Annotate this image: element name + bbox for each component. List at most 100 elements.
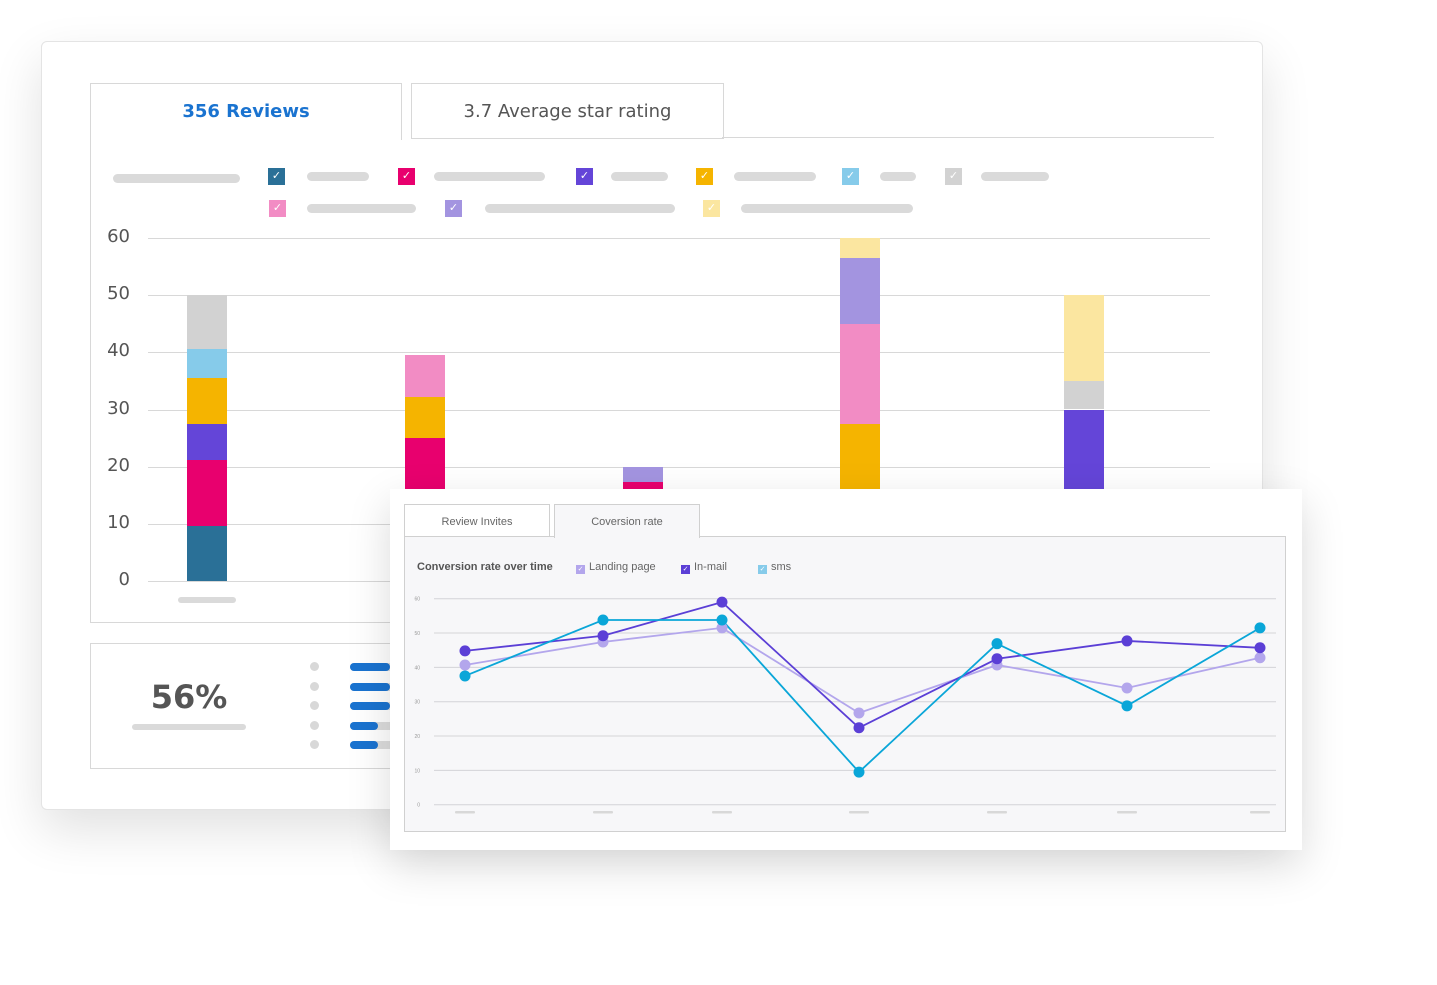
legend-label: Landing page xyxy=(589,561,656,573)
x-tick-placeholder xyxy=(178,597,236,603)
bar-segment xyxy=(405,355,445,397)
tab-reviews[interactable]: 356 Reviews xyxy=(90,83,402,140)
legend-checkbox[interactable]: ✓ xyxy=(445,200,462,217)
data-point xyxy=(853,722,865,734)
y-tick-label: 20 xyxy=(414,734,420,740)
data-point xyxy=(459,645,471,657)
series-line xyxy=(464,626,1261,715)
legend-checkbox[interactable]: ✓ xyxy=(842,168,859,185)
legend-checkbox[interactable]: ✓ xyxy=(696,168,713,185)
data-point xyxy=(716,596,728,608)
data-point xyxy=(459,670,471,682)
x-tick-placeholder xyxy=(1117,811,1137,814)
row-dot xyxy=(310,701,319,710)
bar-segment xyxy=(187,459,227,527)
y-tick-label: 50 xyxy=(107,283,130,305)
y-tick-label: 0 xyxy=(118,569,130,590)
legend-label-placeholder xyxy=(981,172,1049,181)
tab-average-rating[interactable]: 3.7 Average star rating xyxy=(411,83,724,139)
bar-segment xyxy=(1064,295,1104,381)
y-tick-label: 10 xyxy=(107,511,130,533)
legend-checkbox[interactable]: ✓ xyxy=(945,168,962,185)
legend-label-placeholder xyxy=(734,172,816,181)
row-bar-fill xyxy=(350,702,390,710)
legend-sms[interactable]: ✓ sms xyxy=(758,561,791,574)
legend-label-placeholder xyxy=(307,172,369,181)
gridline xyxy=(148,352,1210,354)
tab-conversion-rate[interactable]: Coversion rate xyxy=(554,504,700,538)
data-point xyxy=(991,653,1003,665)
row-dot xyxy=(310,720,319,730)
tab-divider xyxy=(722,137,1214,138)
row-dot xyxy=(310,740,319,749)
data-point xyxy=(597,614,609,626)
legend-label-placeholder xyxy=(880,172,916,181)
y-tick-label: 60 xyxy=(107,226,130,247)
legend-label: In-mail xyxy=(694,561,728,573)
y-tick-label: 10 xyxy=(414,768,420,774)
gridline xyxy=(148,238,1210,239)
bar-segment xyxy=(840,238,880,258)
bar-segment xyxy=(1064,380,1104,410)
bar-segment xyxy=(187,378,227,425)
data-point xyxy=(716,622,728,634)
y-tick-label: 30 xyxy=(414,700,420,706)
bar-segment xyxy=(187,424,227,460)
data-point xyxy=(1121,635,1133,647)
gridline xyxy=(148,295,1210,297)
data-point xyxy=(1254,622,1266,634)
bar-segment xyxy=(187,295,227,349)
bar-segment xyxy=(840,258,880,324)
data-point xyxy=(716,614,728,626)
y-tick-label: 50 xyxy=(414,631,420,637)
data-point xyxy=(853,766,865,778)
legend-label: sms xyxy=(771,561,792,573)
y-tick-label: 60 xyxy=(414,597,420,603)
legend-checkbox[interactable]: ✓ xyxy=(269,200,286,217)
legend-in-mail[interactable]: ✓ In-mail xyxy=(681,561,727,574)
conversion-panel: Review Invites Coversion rate Conversion… xyxy=(390,489,1302,850)
line-chart-box xyxy=(404,536,1286,832)
data-point xyxy=(1254,652,1266,664)
checkbox-icon: ✓ xyxy=(681,565,690,574)
tab-review-invites[interactable]: Review Invites xyxy=(404,504,550,537)
legend-checkbox[interactable]: ✓ xyxy=(268,168,285,185)
line-chart: 0 10 20 30 40 50 60 xyxy=(414,596,1276,814)
row-bar-fill xyxy=(350,741,378,749)
row-bar-fill xyxy=(350,663,390,671)
data-point xyxy=(459,659,471,671)
stat-caption-placeholder xyxy=(132,724,246,730)
legend-checkbox[interactable]: ✓ xyxy=(703,200,720,217)
checkbox-icon: ✓ xyxy=(758,565,767,574)
row-bar-fill xyxy=(350,682,390,691)
bar-segment xyxy=(840,323,880,424)
legend-label-placeholder xyxy=(434,172,545,181)
data-point xyxy=(853,707,865,719)
x-tick-placeholder xyxy=(593,811,613,814)
row-dot xyxy=(310,681,319,691)
gridline xyxy=(148,409,1210,411)
bar-segment xyxy=(623,466,663,483)
legend-landing-page[interactable]: ✓ Landing page xyxy=(576,561,656,574)
series-line xyxy=(464,619,1261,774)
bar-segment xyxy=(187,526,227,581)
legend-label-placeholder xyxy=(741,204,913,213)
data-point xyxy=(597,630,609,642)
row-dot xyxy=(310,662,319,671)
bar-segment xyxy=(405,396,445,439)
legend-label-placeholder xyxy=(485,204,675,213)
x-tick-placeholder xyxy=(849,811,869,814)
data-point xyxy=(1121,700,1133,712)
legend-label-placeholder xyxy=(307,204,416,213)
legend-checkbox[interactable]: ✓ xyxy=(398,168,415,185)
y-tick-label: 0 xyxy=(417,803,420,809)
data-point xyxy=(1121,682,1133,694)
data-point xyxy=(991,638,1003,650)
bar-segment xyxy=(187,348,227,379)
legend-title-placeholder xyxy=(113,174,240,183)
y-tick-label: 20 xyxy=(107,454,130,476)
data-point xyxy=(1254,642,1266,654)
legend-checkbox[interactable]: ✓ xyxy=(576,168,593,185)
line-chart-title: Conversion rate over time xyxy=(417,561,553,573)
gridline xyxy=(148,466,1210,468)
